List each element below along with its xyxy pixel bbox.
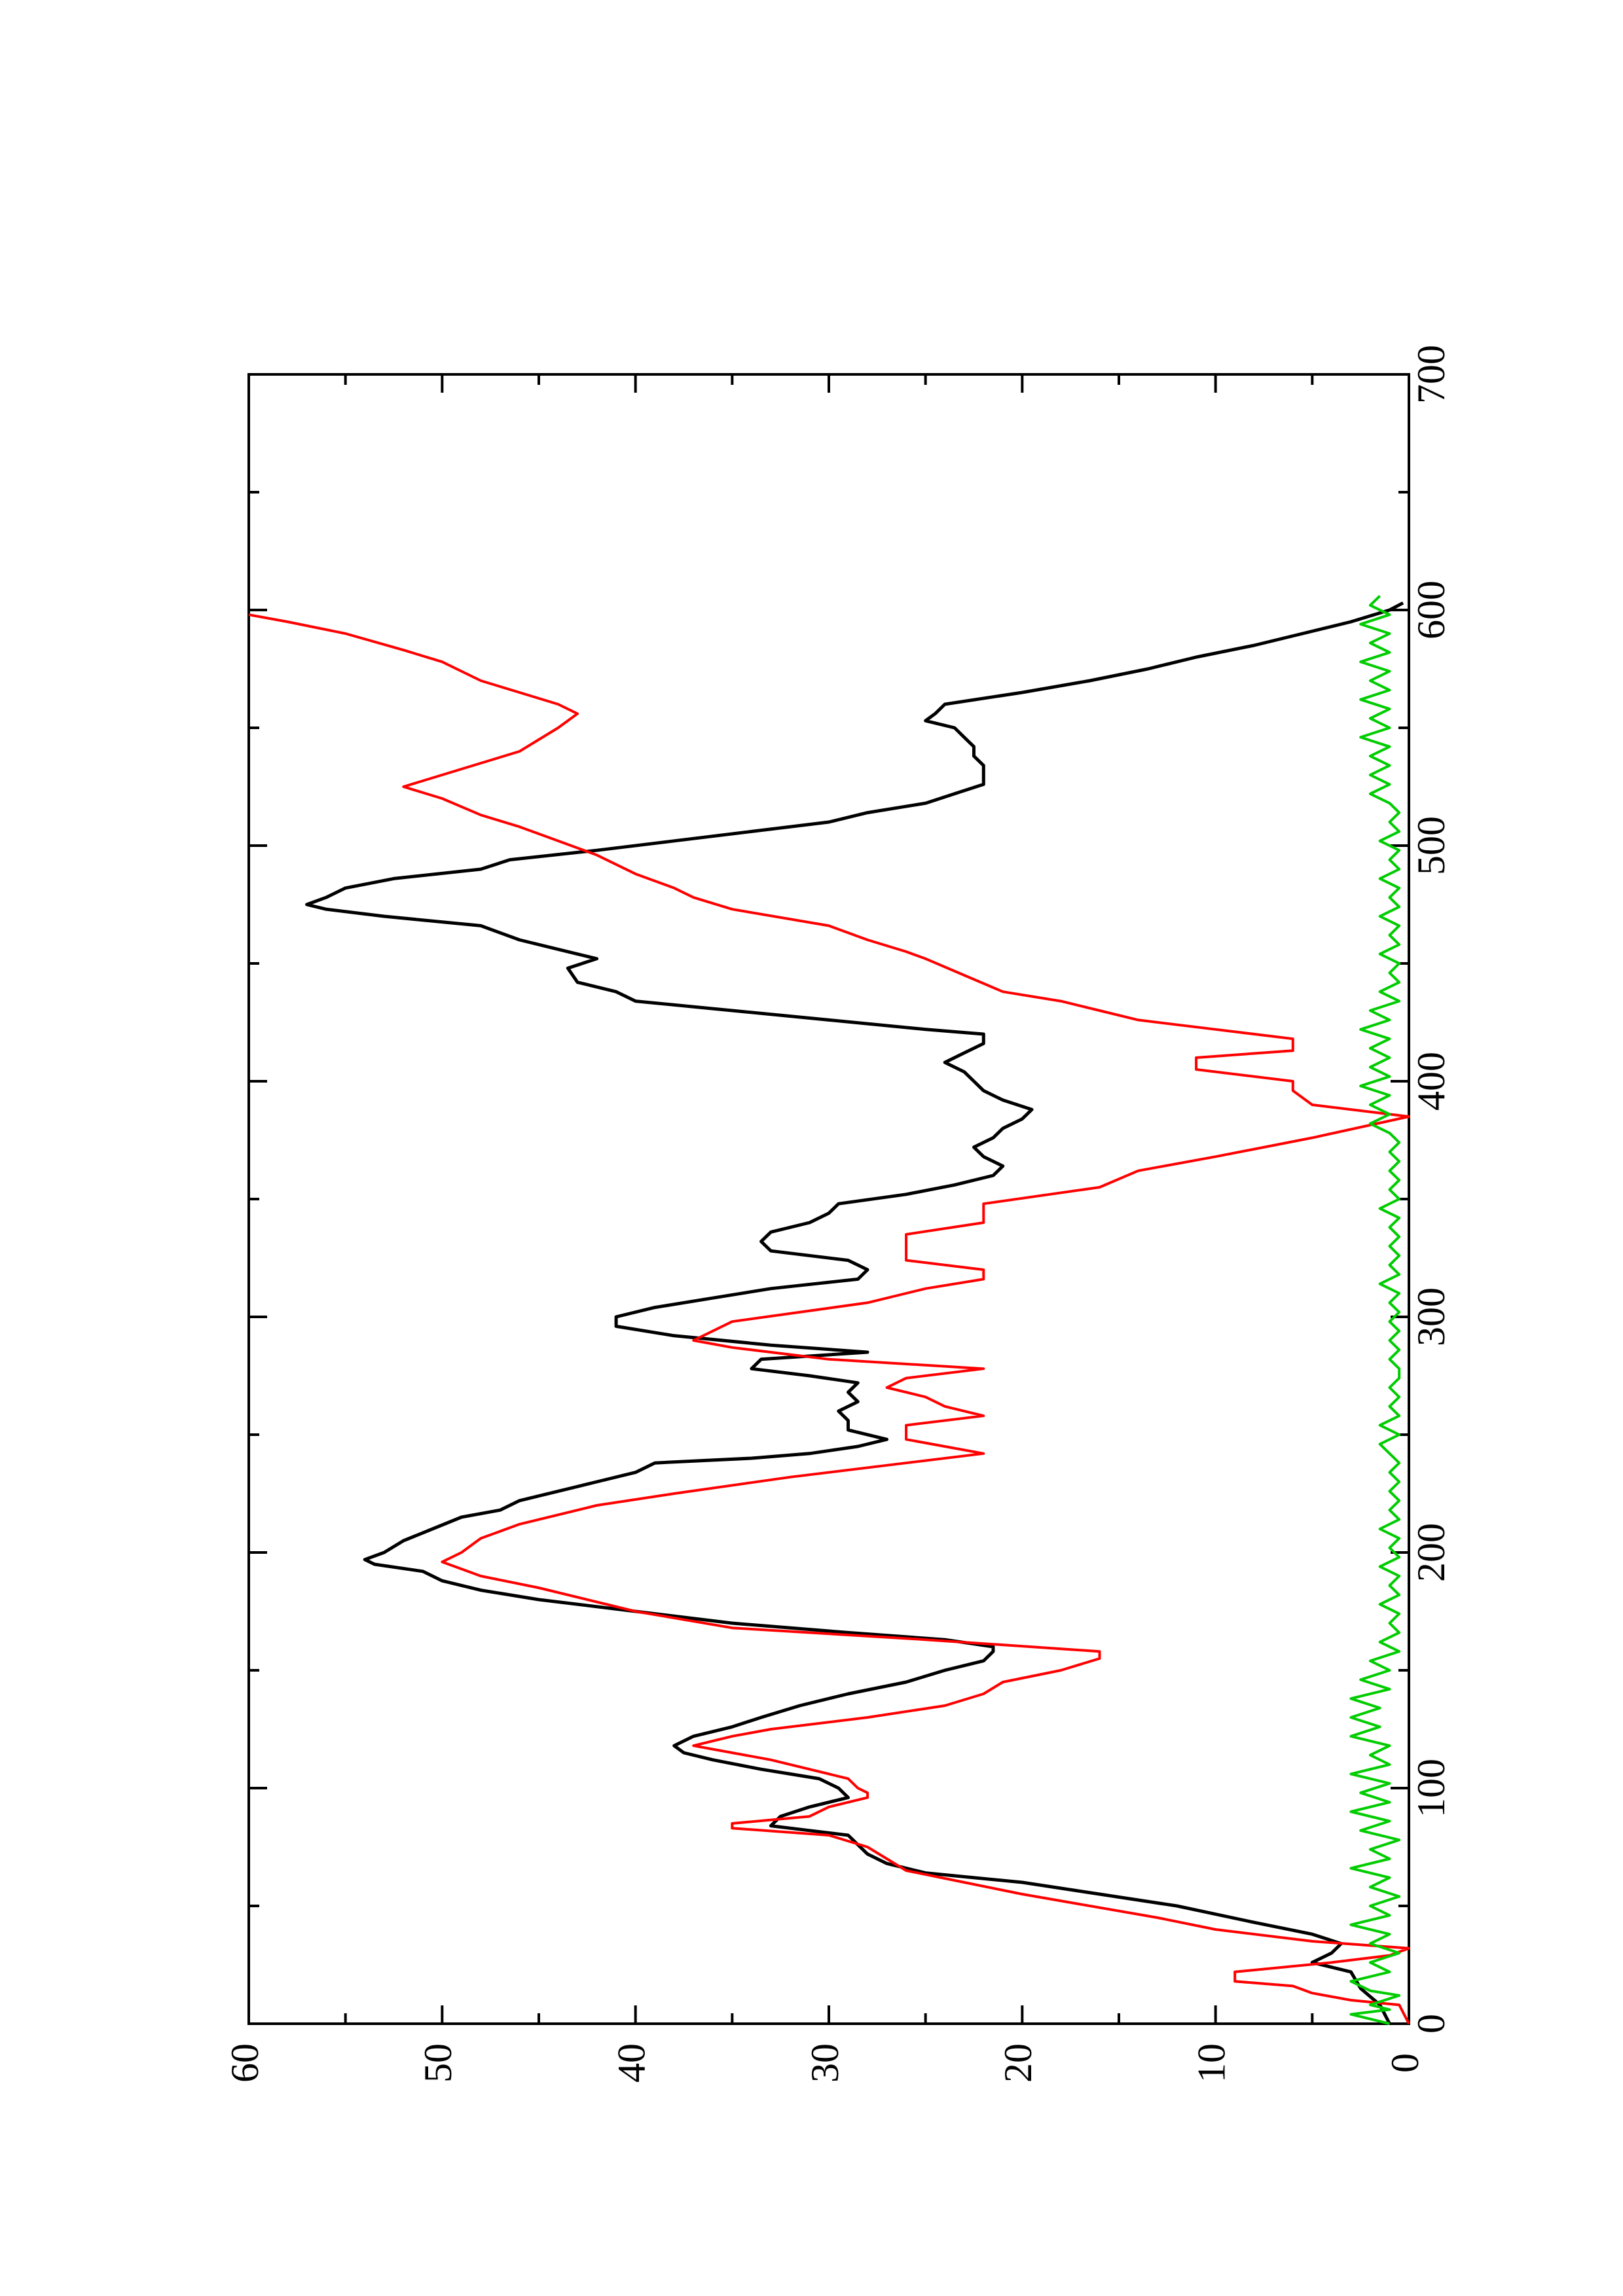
- x-tick-label: 400: [1410, 1052, 1453, 1111]
- series-layer: [248, 594, 1410, 2025]
- y-tick-label: 60: [223, 2043, 266, 2083]
- axis-ticks: [247, 373, 1410, 2025]
- x-tick-label: 100: [1410, 1759, 1453, 1818]
- series-line-2: [248, 613, 1410, 2024]
- x-tick-label: 0: [1410, 2014, 1453, 2034]
- series-line-1: [305, 601, 1404, 2025]
- x-tick-label: 600: [1410, 581, 1453, 639]
- y-tick-label: 20: [996, 2043, 1040, 2083]
- y-tick-label: 0: [1383, 2053, 1427, 2073]
- plot-frame: [247, 373, 1410, 2025]
- y-tick-label: 50: [416, 2043, 460, 2083]
- x-tick-label: 700: [1410, 345, 1453, 404]
- x-tick-label: 500: [1410, 816, 1453, 875]
- x-tick-label: 200: [1410, 1523, 1453, 1582]
- y-tick-label: 30: [803, 2043, 847, 2083]
- tick-labels: 0 100 200 300 400 500 600 700 0 10 20 30 40 50 60: [223, 345, 1453, 2083]
- x-tick-label: 300: [1410, 1287, 1453, 1346]
- y-tick-label: 10: [1190, 2043, 1233, 2083]
- y-tick-label: 40: [610, 2043, 653, 2083]
- series-line-3: [1349, 594, 1401, 2025]
